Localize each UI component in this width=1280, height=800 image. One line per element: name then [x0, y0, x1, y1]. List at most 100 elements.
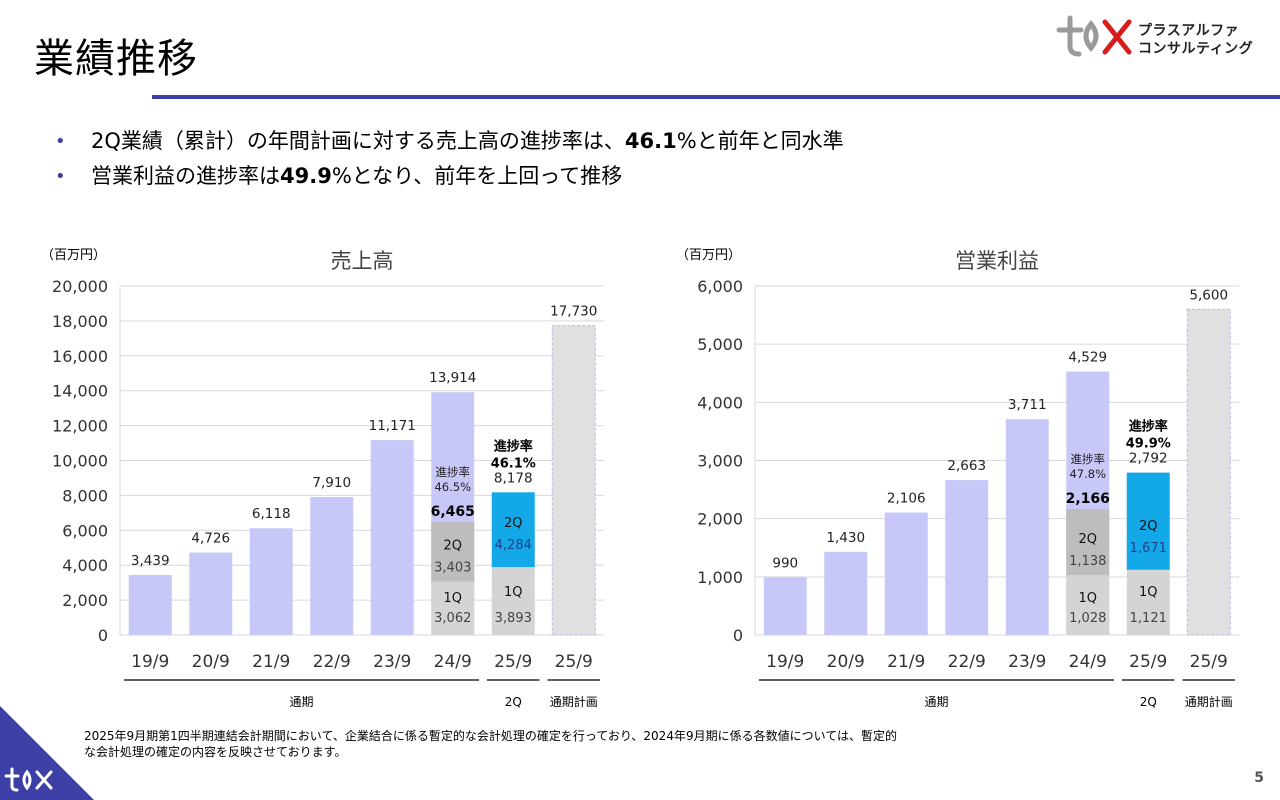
- bar-value-label: 7,910: [312, 475, 351, 491]
- y-tick-label: 0: [733, 626, 743, 645]
- progress-rate-value: 46.5%: [434, 480, 471, 494]
- y-tick-label: 5,000: [697, 335, 743, 354]
- bar-fullyear: [249, 528, 293, 635]
- title-underline: [152, 95, 1280, 99]
- q1-value-label: 1,028: [1069, 611, 1106, 626]
- y-tick-label: 14,000: [52, 382, 108, 401]
- group-label: 通期計画: [1185, 694, 1233, 709]
- bar-plan: [551, 325, 596, 636]
- operating-profit-chart-svg: （百万円） 営業利益 0 1,000 2,000 3,000 4,000 5,000 6,000…: [676, 248, 1239, 709]
- bar-1q-prior: [431, 581, 475, 635]
- q1-value-label: 3,893: [495, 611, 532, 626]
- y-tick-label: 18,000: [52, 312, 108, 331]
- page-number: 5: [1254, 770, 1264, 786]
- progress-rate-label: 進捗率: [494, 438, 533, 454]
- bar-value-label: 3,439: [131, 553, 170, 569]
- bar-value-label: 1,430: [826, 530, 865, 546]
- bar-2q-current: [1126, 472, 1170, 570]
- sales-chart-svg: （百万円） 売上高 0 2,000 4,000 6,000 8,000 10,000 12,00…: [41, 248, 604, 709]
- page-title: 業績推移: [34, 36, 198, 82]
- y-tick-label: 10,000: [52, 452, 108, 471]
- progress-rate-label: 進捗率: [1129, 419, 1168, 435]
- y-tick-label: 2,000: [697, 510, 743, 529]
- bar-1q-current: [1126, 569, 1170, 635]
- progress-rate-value: 46.1%: [491, 456, 536, 471]
- bar-fullyear: [763, 577, 807, 635]
- y-tick-label: 20,000: [52, 277, 108, 296]
- progress-rate-value: 49.9%: [1126, 437, 1171, 452]
- bullet-item: 営業利益の進捗率は49.9%となり、前年を上回って推移: [55, 159, 844, 194]
- bar-value-label: 2,663: [947, 458, 986, 474]
- sales-chart: （百万円） 売上高 0 2,000 4,000 6,000 8,000 10,000 12,00…: [20, 235, 640, 715]
- q1-label: 1Q: [1078, 591, 1097, 606]
- progress-rate-label: 進捗率: [1071, 452, 1106, 466]
- bar-value-label: 13,914: [429, 370, 476, 386]
- bar-value-label: 2,106: [887, 491, 926, 507]
- q1-value-label: 1,121: [1130, 611, 1167, 626]
- x-tick-label: 19/9: [766, 652, 804, 672]
- bar-value-label: 5,600: [1189, 287, 1228, 303]
- bar-value-label: 990: [772, 555, 798, 571]
- q2-value-label: 4,284: [495, 538, 532, 553]
- x-tick-label: 22/9: [313, 652, 351, 672]
- company-logo-icon: [1056, 15, 1132, 57]
- footnote: 2025年9月期第1四半期連結会計期間において、企業結合に係る暫定的な会計処理の…: [84, 729, 897, 759]
- group-label: 通期: [289, 695, 313, 709]
- x-tick-label: 20/9: [827, 652, 865, 672]
- x-tick-label: 25/9: [555, 652, 593, 672]
- y-tick-label: 12,000: [52, 417, 108, 436]
- y-tick-label: 1,000: [697, 568, 743, 587]
- y-tick-label: 3,000: [697, 452, 743, 471]
- x-tick-label: 23/9: [373, 652, 411, 672]
- x-tick-label: 25/9: [1129, 652, 1167, 672]
- x-tick-label: 19/9: [131, 652, 169, 672]
- bar-value-label: 2,792: [1129, 451, 1168, 467]
- group-label: 通期: [924, 695, 948, 709]
- x-tick-label: 23/9: [1008, 652, 1046, 672]
- bar-fullyear: [370, 440, 414, 635]
- x-tick-label: 20/9: [192, 652, 230, 672]
- x-tick-label: 24/9: [1069, 652, 1107, 672]
- bar-plan: [1186, 308, 1231, 636]
- chart-title: 営業利益: [955, 249, 1039, 273]
- x-tick-label: 25/9: [1190, 652, 1228, 672]
- group-label: 2Q: [505, 695, 522, 709]
- q1-label: 1Q: [443, 591, 462, 606]
- q1-value-label: 3,062: [434, 611, 471, 626]
- y-tick-label: 0: [98, 626, 108, 645]
- y-tick-label: 4,000: [62, 556, 108, 575]
- q2-label: 2Q: [504, 516, 523, 531]
- group-label: 2Q: [1140, 695, 1157, 709]
- bar-fullyear: [945, 480, 989, 635]
- progress-rate-value: 47.8%: [1069, 467, 1106, 481]
- logo-text-line2: コンサルティング: [1138, 41, 1254, 57]
- bar-value-label: 4,529: [1068, 350, 1107, 366]
- q2-value-label: 1,671: [1130, 541, 1167, 556]
- y-tick-label: 16,000: [52, 347, 108, 366]
- q2-label: 2Q: [443, 539, 462, 554]
- bar-1q-current: [491, 567, 535, 635]
- unit-label: （百万円）: [41, 248, 106, 263]
- bar-fullyear: [1005, 419, 1049, 635]
- y-tick-label: 2,000: [62, 591, 108, 610]
- bar-value-label: 6,118: [252, 506, 291, 522]
- group-label: 通期計画: [550, 694, 598, 709]
- unit-label: （百万円）: [676, 248, 741, 263]
- bar-2q-current: [491, 492, 535, 568]
- bar-value-label: 4,726: [191, 531, 230, 547]
- bar-fullyear: [189, 552, 233, 635]
- bar-1q-prior: [1066, 575, 1110, 635]
- summary-bullets: 2Q業績（累計）の年間計画に対する売上高の進捗率は、46.1%と前年と同水準 営…: [55, 124, 844, 194]
- bar-value-label: 8,178: [494, 470, 533, 486]
- x-tick-label: 21/9: [887, 652, 925, 672]
- q2-value-label: 3,403: [434, 561, 471, 576]
- y-tick-label: 4,000: [697, 393, 743, 412]
- y-tick-label: 6,000: [62, 521, 108, 540]
- bar-value-label: 3,711: [1008, 397, 1047, 413]
- bar-2q-prior: [431, 522, 475, 582]
- x-tick-label: 22/9: [948, 652, 986, 672]
- cumulative-2q-label: 2,166: [1066, 491, 1110, 507]
- bar-value-label: 11,171: [369, 418, 416, 434]
- q1-label: 1Q: [1139, 585, 1158, 600]
- bar-fullyear: [884, 512, 928, 635]
